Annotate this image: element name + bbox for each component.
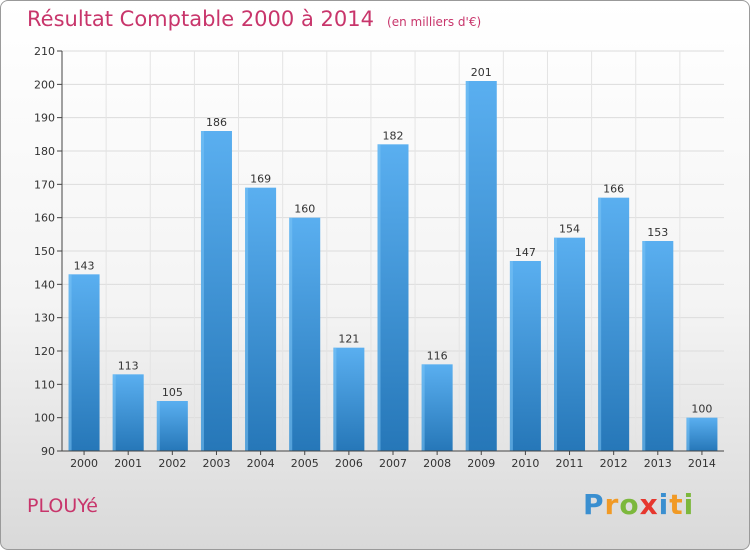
y-tick-label-110: 110 — [34, 378, 55, 391]
bar-2011[interactable] — [554, 237, 586, 451]
bar-highlight-2008 — [421, 364, 425, 451]
x-tick-label-2001: 2001 — [114, 457, 142, 470]
bar-highlight-2012 — [598, 197, 602, 451]
value-label-2002: 105 — [162, 386, 183, 399]
bar-2002[interactable] — [156, 401, 188, 451]
bar-2007[interactable] — [377, 144, 409, 452]
value-label-2008: 116 — [427, 349, 448, 362]
bar-2005[interactable] — [289, 217, 321, 451]
value-label-2003: 186 — [206, 116, 227, 129]
title-unit: (en milliers d'€) — [387, 15, 482, 29]
bar-highlight-2001 — [112, 374, 116, 451]
bar-highlight-2003 — [200, 131, 204, 451]
bar-2004[interactable] — [245, 187, 277, 451]
bar-highlight-2005 — [289, 217, 293, 451]
bar-2006[interactable] — [333, 347, 365, 451]
logo-letter: P — [583, 488, 605, 521]
y-tick-label-130: 130 — [34, 312, 55, 325]
bar-highlight-2000 — [68, 274, 72, 451]
y-tick-label-210: 210 — [34, 45, 55, 58]
x-tick-label-2011: 2011 — [556, 457, 584, 470]
logo-letter: o — [619, 488, 640, 521]
bar-2003[interactable] — [200, 131, 232, 451]
x-tick-label-2014: 2014 — [688, 457, 716, 470]
bar-highlight-2011 — [554, 237, 558, 451]
x-tick-label-2012: 2012 — [600, 457, 628, 470]
y-tick-label-190: 190 — [34, 112, 55, 125]
bar-2009[interactable] — [465, 81, 497, 451]
value-label-2014: 100 — [691, 403, 712, 416]
y-tick-label-120: 120 — [34, 345, 55, 358]
bar-highlight-2014 — [686, 417, 690, 451]
y-tick-label-100: 100 — [34, 412, 55, 425]
x-tick-label-2013: 2013 — [644, 457, 672, 470]
value-label-2009: 201 — [471, 66, 492, 79]
logo-letter: x — [639, 488, 659, 521]
bar-2001[interactable] — [112, 374, 144, 451]
logo-letter: r — [604, 488, 620, 521]
logo-letter: i — [683, 488, 695, 521]
x-tick-label-2010: 2010 — [511, 457, 539, 470]
value-label-2013: 153 — [647, 226, 668, 239]
y-tick-label-150: 150 — [34, 245, 55, 258]
value-label-2007: 182 — [383, 129, 404, 142]
y-tick-label-180: 180 — [34, 145, 55, 158]
bar-highlight-2002 — [156, 401, 160, 451]
bar-highlight-2010 — [509, 261, 513, 451]
y-tick-label-140: 140 — [34, 278, 55, 291]
x-tick-label-2006: 2006 — [335, 457, 363, 470]
y-tick-label-160: 160 — [34, 212, 55, 225]
x-tick-label-2004: 2004 — [247, 457, 275, 470]
x-tick-label-2003: 2003 — [202, 457, 230, 470]
value-label-2001: 113 — [118, 359, 139, 372]
value-label-2011: 154 — [559, 223, 580, 236]
x-tick-label-2005: 2005 — [291, 457, 319, 470]
y-tick-label-170: 170 — [34, 178, 55, 191]
value-label-2000: 143 — [74, 259, 95, 272]
bar-2000[interactable] — [68, 274, 100, 451]
bar-highlight-2013 — [642, 241, 646, 451]
bar-highlight-2007 — [377, 144, 381, 452]
bar-2012[interactable] — [598, 197, 630, 451]
bar-2010[interactable] — [509, 261, 541, 451]
value-label-2005: 160 — [294, 203, 315, 216]
y-tick-label-90: 90 — [41, 445, 55, 458]
bar-2008[interactable] — [421, 364, 453, 451]
bar-2013[interactable] — [642, 241, 674, 451]
value-label-2012: 166 — [603, 183, 624, 196]
value-label-2004: 169 — [250, 173, 271, 186]
bar-highlight-2009 — [465, 81, 469, 451]
title-main: Résultat Comptable 2000 à 2014 — [27, 7, 374, 31]
bar-highlight-2006 — [333, 347, 337, 451]
x-tick-label-2008: 2008 — [423, 457, 451, 470]
proxiti-logo[interactable]: Proxiti — [583, 488, 694, 521]
commune-name: PLOUYé — [27, 495, 98, 517]
value-label-2010: 147 — [515, 246, 536, 259]
x-tick-label-2007: 2007 — [379, 457, 407, 470]
x-tick-label-2002: 2002 — [158, 457, 186, 470]
value-label-2006: 121 — [338, 333, 359, 346]
logo-letter: t — [669, 488, 684, 521]
bar-highlight-2004 — [245, 187, 249, 451]
logo-letter: i — [658, 488, 670, 521]
x-tick-label-2000: 2000 — [70, 457, 98, 470]
x-tick-label-2009: 2009 — [467, 457, 495, 470]
y-tick-label-200: 200 — [34, 78, 55, 91]
chart-title: Résultat Comptable 2000 à 2014 (en milli… — [27, 7, 481, 31]
bar-2014[interactable] — [686, 417, 718, 451]
